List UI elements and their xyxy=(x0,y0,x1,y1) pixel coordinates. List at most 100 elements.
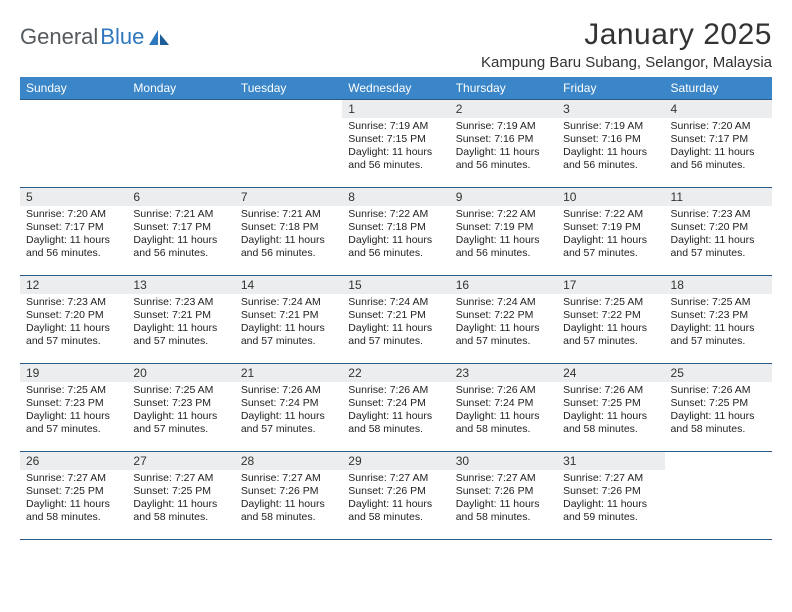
brand-logo: GeneralBlue xyxy=(20,18,170,50)
calendar-day-cell: 29Sunrise: 7:27 AMSunset: 7:26 PMDayligh… xyxy=(342,452,449,540)
day-details: Sunrise: 7:20 AMSunset: 7:17 PMDaylight:… xyxy=(665,118,772,177)
day-number: 26 xyxy=(20,452,127,470)
weekday-header: Friday xyxy=(557,77,664,100)
sunrise-text: Sunrise: 7:27 AM xyxy=(563,472,658,485)
day-details: Sunrise: 7:27 AMSunset: 7:26 PMDaylight:… xyxy=(450,470,557,529)
sunset-text: Sunset: 7:19 PM xyxy=(563,221,658,234)
daylight-text: Daylight: 11 hours and 57 minutes. xyxy=(133,410,228,436)
day-number: 14 xyxy=(235,276,342,294)
sunrise-text: Sunrise: 7:21 AM xyxy=(133,208,228,221)
sunrise-text: Sunrise: 7:27 AM xyxy=(26,472,121,485)
day-number: 21 xyxy=(235,364,342,382)
calendar-day-cell: 23Sunrise: 7:26 AMSunset: 7:24 PMDayligh… xyxy=(450,364,557,452)
day-details: Sunrise: 7:27 AMSunset: 7:25 PMDaylight:… xyxy=(127,470,234,529)
calendar-day-cell xyxy=(20,100,127,188)
sunrise-text: Sunrise: 7:19 AM xyxy=(348,120,443,133)
calendar-day-cell: 26Sunrise: 7:27 AMSunset: 7:25 PMDayligh… xyxy=(20,452,127,540)
sunset-text: Sunset: 7:16 PM xyxy=(456,133,551,146)
sunrise-text: Sunrise: 7:26 AM xyxy=(241,384,336,397)
daylight-text: Daylight: 11 hours and 58 minutes. xyxy=(456,498,551,524)
sunset-text: Sunset: 7:17 PM xyxy=(26,221,121,234)
daylight-text: Daylight: 11 hours and 56 minutes. xyxy=(348,234,443,260)
daylight-text: Daylight: 11 hours and 58 minutes. xyxy=(563,410,658,436)
day-number: 6 xyxy=(127,188,234,206)
day-details: Sunrise: 7:20 AMSunset: 7:17 PMDaylight:… xyxy=(20,206,127,265)
title-block: January 2025 Kampung Baru Subang, Selang… xyxy=(481,18,772,71)
sunrise-text: Sunrise: 7:27 AM xyxy=(241,472,336,485)
sunrise-text: Sunrise: 7:27 AM xyxy=(133,472,228,485)
day-details: Sunrise: 7:25 AMSunset: 7:23 PMDaylight:… xyxy=(20,382,127,441)
sunrise-text: Sunrise: 7:23 AM xyxy=(133,296,228,309)
calendar-day-cell xyxy=(665,452,772,540)
day-number: 11 xyxy=(665,188,772,206)
sunrise-text: Sunrise: 7:26 AM xyxy=(671,384,766,397)
sunrise-text: Sunrise: 7:25 AM xyxy=(26,384,121,397)
day-details: Sunrise: 7:27 AMSunset: 7:26 PMDaylight:… xyxy=(342,470,449,529)
sunrise-text: Sunrise: 7:24 AM xyxy=(241,296,336,309)
day-details: Sunrise: 7:25 AMSunset: 7:23 PMDaylight:… xyxy=(665,294,772,353)
calendar-day-cell: 5Sunrise: 7:20 AMSunset: 7:17 PMDaylight… xyxy=(20,188,127,276)
day-number: 16 xyxy=(450,276,557,294)
daylight-text: Daylight: 11 hours and 58 minutes. xyxy=(348,498,443,524)
sunset-text: Sunset: 7:15 PM xyxy=(348,133,443,146)
sunset-text: Sunset: 7:21 PM xyxy=(241,309,336,322)
weekday-header: Wednesday xyxy=(342,77,449,100)
day-number: 20 xyxy=(127,364,234,382)
sunrise-text: Sunrise: 7:26 AM xyxy=(348,384,443,397)
sunrise-text: Sunrise: 7:27 AM xyxy=(456,472,551,485)
daylight-text: Daylight: 11 hours and 57 minutes. xyxy=(563,322,658,348)
sunrise-text: Sunrise: 7:26 AM xyxy=(456,384,551,397)
calendar-day-cell: 4Sunrise: 7:20 AMSunset: 7:17 PMDaylight… xyxy=(665,100,772,188)
day-details: Sunrise: 7:26 AMSunset: 7:25 PMDaylight:… xyxy=(665,382,772,441)
sunset-text: Sunset: 7:20 PM xyxy=(671,221,766,234)
daylight-text: Daylight: 11 hours and 58 minutes. xyxy=(26,498,121,524)
day-number: 18 xyxy=(665,276,772,294)
daylight-text: Daylight: 11 hours and 57 minutes. xyxy=(348,322,443,348)
weekday-header-row: Sunday Monday Tuesday Wednesday Thursday… xyxy=(20,77,772,100)
daylight-text: Daylight: 11 hours and 57 minutes. xyxy=(26,322,121,348)
calendar-day-cell xyxy=(235,100,342,188)
day-number: 28 xyxy=(235,452,342,470)
daylight-text: Daylight: 11 hours and 56 minutes. xyxy=(133,234,228,260)
day-details: Sunrise: 7:23 AMSunset: 7:21 PMDaylight:… xyxy=(127,294,234,353)
sunrise-text: Sunrise: 7:19 AM xyxy=(563,120,658,133)
calendar-day-cell: 18Sunrise: 7:25 AMSunset: 7:23 PMDayligh… xyxy=(665,276,772,364)
day-details: Sunrise: 7:23 AMSunset: 7:20 PMDaylight:… xyxy=(20,294,127,353)
sunset-text: Sunset: 7:25 PM xyxy=(133,485,228,498)
day-number: 15 xyxy=(342,276,449,294)
day-number: 1 xyxy=(342,100,449,118)
daylight-text: Daylight: 11 hours and 56 minutes. xyxy=(26,234,121,260)
sail-icon xyxy=(148,28,170,46)
daylight-text: Daylight: 11 hours and 59 minutes. xyxy=(563,498,658,524)
sunset-text: Sunset: 7:23 PM xyxy=(26,397,121,410)
weekday-header: Thursday xyxy=(450,77,557,100)
calendar-day-cell: 20Sunrise: 7:25 AMSunset: 7:23 PMDayligh… xyxy=(127,364,234,452)
day-details: Sunrise: 7:23 AMSunset: 7:20 PMDaylight:… xyxy=(665,206,772,265)
sunrise-text: Sunrise: 7:20 AM xyxy=(26,208,121,221)
day-details: Sunrise: 7:19 AMSunset: 7:15 PMDaylight:… xyxy=(342,118,449,177)
day-number: 31 xyxy=(557,452,664,470)
daylight-text: Daylight: 11 hours and 56 minutes. xyxy=(456,146,551,172)
day-details: Sunrise: 7:22 AMSunset: 7:19 PMDaylight:… xyxy=(557,206,664,265)
sunset-text: Sunset: 7:18 PM xyxy=(348,221,443,234)
sunset-text: Sunset: 7:21 PM xyxy=(348,309,443,322)
day-number: 9 xyxy=(450,188,557,206)
day-number: 30 xyxy=(450,452,557,470)
calendar-day-cell: 21Sunrise: 7:26 AMSunset: 7:24 PMDayligh… xyxy=(235,364,342,452)
day-details: Sunrise: 7:26 AMSunset: 7:24 PMDaylight:… xyxy=(342,382,449,441)
weekday-header: Sunday xyxy=(20,77,127,100)
brand-part2: Blue xyxy=(100,24,144,50)
day-number: 24 xyxy=(557,364,664,382)
month-title: January 2025 xyxy=(481,18,772,52)
sunset-text: Sunset: 7:16 PM xyxy=(563,133,658,146)
day-details: Sunrise: 7:19 AMSunset: 7:16 PMDaylight:… xyxy=(450,118,557,177)
day-number: 10 xyxy=(557,188,664,206)
calendar-day-cell: 27Sunrise: 7:27 AMSunset: 7:25 PMDayligh… xyxy=(127,452,234,540)
sunset-text: Sunset: 7:23 PM xyxy=(133,397,228,410)
daylight-text: Daylight: 11 hours and 57 minutes. xyxy=(563,234,658,260)
calendar-day-cell: 25Sunrise: 7:26 AMSunset: 7:25 PMDayligh… xyxy=(665,364,772,452)
day-details: Sunrise: 7:22 AMSunset: 7:19 PMDaylight:… xyxy=(450,206,557,265)
sunrise-text: Sunrise: 7:20 AM xyxy=(671,120,766,133)
sunset-text: Sunset: 7:20 PM xyxy=(26,309,121,322)
day-details: Sunrise: 7:27 AMSunset: 7:26 PMDaylight:… xyxy=(235,470,342,529)
